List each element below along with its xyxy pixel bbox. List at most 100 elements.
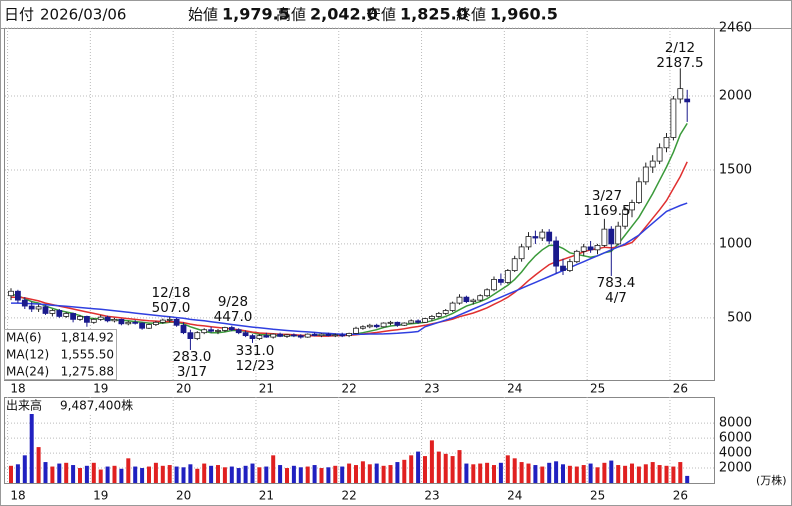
volume-panel [4, 397, 715, 484]
volume-bar [657, 465, 662, 483]
volume-bar [174, 466, 179, 483]
candle-body [139, 322, 146, 329]
volume-bar [250, 463, 255, 483]
candle-body [263, 335, 270, 338]
candle-body [346, 333, 353, 337]
volume-bar [574, 466, 579, 483]
x-tick-label: 19 [93, 489, 108, 503]
volume-bar [312, 465, 317, 483]
volume-bar [126, 458, 131, 483]
candle-body [332, 334, 339, 337]
candle-body [484, 289, 491, 297]
volume-bar [229, 466, 234, 483]
volume-title-box [5, 398, 139, 414]
candle-body [311, 333, 318, 337]
x-tick-label: 26 [673, 489, 688, 503]
candle-body [359, 326, 366, 329]
legend-value: 1,814.92 [61, 331, 114, 345]
volume-bar [664, 465, 669, 483]
volume-bar [367, 464, 372, 483]
volume-bar [595, 467, 600, 483]
y-tick-label: 6000 [719, 431, 752, 446]
volume-bar [105, 466, 110, 483]
candle-body [42, 306, 49, 314]
y-tick-label: 500 [727, 310, 752, 325]
x-tick-label: 25 [590, 489, 605, 503]
volume-bar [492, 465, 496, 483]
volume-bar [685, 475, 690, 483]
volume-bar [243, 465, 248, 483]
y-tick-label: 8000 [719, 416, 752, 431]
candle-body [256, 335, 263, 339]
candle-body [532, 236, 539, 239]
annotation: 283.0 [173, 349, 212, 365]
volume-bar [554, 461, 559, 483]
x-tick-label: 18 [10, 382, 25, 396]
legend-box [4, 329, 117, 380]
volume-bar [22, 455, 27, 483]
candle-body [449, 302, 456, 311]
volume-bar [264, 466, 269, 483]
volume-bar [257, 467, 262, 483]
volume-bar [222, 467, 227, 483]
volume-bar [333, 465, 338, 483]
volume-bar [153, 462, 158, 483]
candle-body [601, 228, 608, 246]
candle-body [656, 147, 663, 162]
candle-body [504, 270, 511, 283]
candle-body [428, 316, 435, 320]
candle-body [470, 299, 477, 303]
volume-bar [29, 412, 34, 483]
volume-bar [561, 464, 565, 483]
candle-body [235, 329, 242, 334]
candle-body [629, 202, 635, 211]
candle-body [228, 327, 235, 331]
candle-body [511, 258, 518, 271]
volume-bar [78, 468, 82, 483]
y-tick-label: 4000 [719, 446, 752, 461]
volume-bar [71, 465, 76, 483]
annotation: 9/28 [218, 294, 248, 310]
header-value: 2026/03/06 [40, 6, 126, 24]
candle-body [477, 295, 484, 301]
volume-bar [450, 456, 455, 483]
volume-bar [485, 462, 490, 483]
volume-bar [216, 465, 220, 483]
candle-body [187, 332, 194, 339]
volume-bar [15, 464, 20, 483]
x-tick-label: 24 [507, 489, 522, 503]
y-tick-label: 1000 [719, 236, 752, 251]
volume-bar [505, 455, 510, 483]
volume-bar [181, 467, 186, 483]
annotation: 3/17 [177, 364, 207, 380]
volume-bar [167, 465, 172, 483]
volume-bar [195, 468, 200, 483]
legend-value: 1,555.50 [61, 348, 114, 362]
candle-body [318, 333, 325, 337]
candle-body [84, 316, 90, 323]
x-tick-label: 18 [10, 489, 25, 503]
candle-body [408, 320, 415, 324]
volume-bar [9, 465, 13, 483]
header-label: 日付 [4, 6, 34, 24]
volume-bar [533, 465, 538, 483]
candle-body [366, 324, 373, 328]
volume-bar [84, 465, 89, 483]
header-label: 終値 [456, 6, 486, 24]
volume-bar [98, 469, 103, 483]
volume-bar [57, 463, 62, 483]
x-tick-label: 19 [93, 382, 108, 396]
candle-body [394, 321, 401, 326]
candle-body [242, 332, 249, 337]
candle-body [277, 333, 284, 337]
volume-bar [616, 465, 621, 483]
volume-bar [133, 466, 138, 483]
candle-body [21, 299, 28, 307]
annotation: 12/23 [236, 358, 275, 374]
candle-body [491, 279, 497, 291]
volume-bar [381, 465, 386, 483]
volume-bar [202, 463, 207, 483]
x-tick-label: 25 [590, 382, 605, 396]
candle-body [608, 228, 615, 245]
